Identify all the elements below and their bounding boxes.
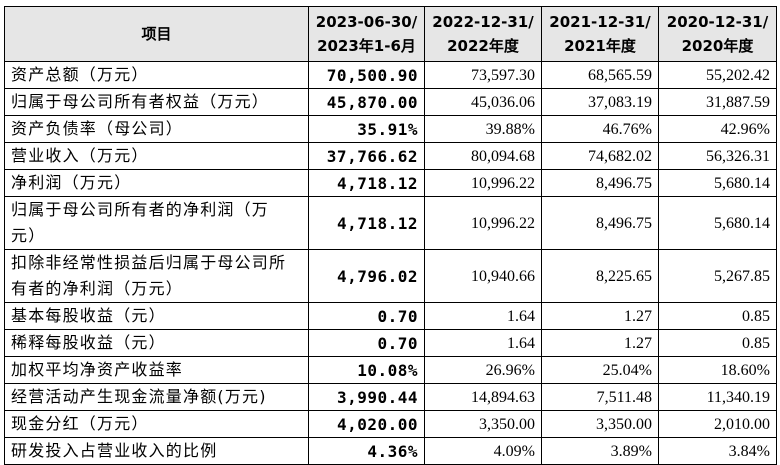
table-row: 净利润（万元） 4,718.12 10,996.22 8,496.75 5,680.14 <box>4 169 777 197</box>
value-cell: 26.96% <box>424 356 542 384</box>
header-line: 2020年度 <box>681 37 754 55</box>
header-line: 2021-12-31/ <box>549 13 651 31</box>
row-label: 加权平均净资产收益率 <box>4 356 309 384</box>
value-cell: 55,202.42 <box>658 61 777 89</box>
value-cell: 37,766.62 <box>308 142 425 170</box>
row-label: 研发投入占营业收入的比例 <box>4 437 309 465</box>
value-cell: 10,996.22 <box>424 196 542 250</box>
value-cell: 14,894.63 <box>424 383 542 411</box>
header-line: 2020-12-31/ <box>666 13 769 31</box>
value-cell: 0.85 <box>658 329 777 357</box>
value-cell: 4,718.12 <box>308 169 425 197</box>
row-label: 资产总额（万元） <box>4 61 309 89</box>
row-label: 资产负债率（母公司） <box>4 115 309 143</box>
header-line: 2022年度 <box>447 37 519 55</box>
row-label: 归属于母公司所有者的净利润（万元） <box>4 196 309 250</box>
value-cell: 7,511.48 <box>541 383 659 411</box>
table-row: 基本每股收益（元） 0.70 1.64 1.27 0.85 <box>4 302 777 330</box>
value-cell: 3,990.44 <box>308 383 425 411</box>
row-label: 稀释每股收益（元） <box>4 329 309 357</box>
header-cell: 2021-12-31/2021年度 <box>541 6 659 62</box>
value-cell: 5,267.85 <box>658 249 777 303</box>
header-line: 项目 <box>141 25 172 43</box>
value-cell: 11,340.19 <box>658 383 777 411</box>
table-row: 扣除非经常性损益后归属于母公司所有者的净利润（万元） 4,796.02 10,940… <box>4 249 777 303</box>
value-cell: 80,094.68 <box>424 142 542 170</box>
value-cell: 4,718.12 <box>308 196 425 250</box>
value-cell: 35.91% <box>308 115 425 143</box>
value-cell: 10.08% <box>308 356 425 384</box>
table-row: 加权平均净资产收益率 10.08% 26.96% 25.04% 18.60% <box>4 356 777 384</box>
value-cell: 1.64 <box>424 329 542 357</box>
value-cell: 3.89% <box>541 437 659 465</box>
row-label: 营业收入（万元） <box>4 142 309 170</box>
header-line: 2021年度 <box>564 37 636 55</box>
table-row: 归属于母公司所有者权益（万元） 45,870.00 45,036.06 37,083.… <box>4 88 777 116</box>
header-line: 2023年1-6月 <box>317 37 416 55</box>
value-cell: 37,083.19 <box>541 88 659 116</box>
header-line: 2023-06-30/ <box>315 13 418 31</box>
value-cell: 3,350.00 <box>541 410 659 438</box>
value-cell: 5,680.14 <box>658 196 777 250</box>
value-cell: 1.64 <box>424 302 542 330</box>
row-label: 现金分红（万元） <box>4 410 309 438</box>
value-cell: 73,597.30 <box>424 61 542 89</box>
header-cell: 项目 <box>4 6 309 62</box>
value-cell: 4.36% <box>308 437 425 465</box>
value-cell: 0.70 <box>308 302 425 330</box>
value-cell: 31,887.59 <box>658 88 777 116</box>
header-line: 2022-12-31/ <box>432 13 534 31</box>
value-cell: 8,496.75 <box>541 196 659 250</box>
value-cell: 70,500.90 <box>308 61 425 89</box>
header-cell: 2023-06-30/2023年1-6月 <box>308 6 425 62</box>
value-cell: 8,496.75 <box>541 169 659 197</box>
value-cell: 4,020.00 <box>308 410 425 438</box>
row-label: 净利润（万元） <box>4 169 309 197</box>
value-cell: 68,565.59 <box>541 61 659 89</box>
value-cell: 25.04% <box>541 356 659 384</box>
header-row: 项目 2023-06-30/2023年1-6月 2022-12-31/2022年度 2… <box>4 6 777 62</box>
row-label: 扣除非经常性损益后归属于母公司所有者的净利润（万元） <box>4 249 309 303</box>
value-cell: 4,796.02 <box>308 249 425 303</box>
value-cell: 18.60% <box>658 356 777 384</box>
value-cell: 45,870.00 <box>308 88 425 116</box>
value-cell: 1.27 <box>541 329 659 357</box>
table-row: 资产总额（万元） 70,500.90 73,597.30 68,565.59 55,20… <box>4 61 777 89</box>
value-cell: 3,350.00 <box>424 410 542 438</box>
table-header: 项目 2023-06-30/2023年1-6月 2022-12-31/2022年度 2… <box>4 6 777 62</box>
table-row: 经营活动产生现金流量净额(万元) 3,990.44 14,894.63 7,511.4… <box>4 383 777 411</box>
value-cell: 1.27 <box>541 302 659 330</box>
table-row: 资产负债率（母公司） 35.91% 39.88% 46.76% 42.96% <box>4 115 777 143</box>
value-cell: 0.70 <box>308 329 425 357</box>
header-cell: 2020-12-31/2020年度 <box>658 6 777 62</box>
row-label: 经营活动产生现金流量净额(万元) <box>4 383 309 411</box>
value-cell: 8,225.65 <box>541 249 659 303</box>
value-cell: 56,326.31 <box>658 142 777 170</box>
financial-table: 项目 2023-06-30/2023年1-6月 2022-12-31/2022年度 2… <box>4 6 777 465</box>
value-cell: 4.09% <box>424 437 542 465</box>
value-cell: 74,682.02 <box>541 142 659 170</box>
table-row: 营业收入（万元） 37,766.62 80,094.68 74,682.02 56,32… <box>4 142 777 170</box>
header-cell: 2022-12-31/2022年度 <box>424 6 542 62</box>
value-cell: 42.96% <box>658 115 777 143</box>
value-cell: 2,010.00 <box>658 410 777 438</box>
value-cell: 46.76% <box>541 115 659 143</box>
table-row: 归属于母公司所有者的净利润（万元） 4,718.12 10,996.22 8,496.… <box>4 196 777 250</box>
value-cell: 10,996.22 <box>424 169 542 197</box>
value-cell: 0.85 <box>658 302 777 330</box>
row-label: 归属于母公司所有者权益（万元） <box>4 88 309 116</box>
value-cell: 3.84% <box>658 437 777 465</box>
table-row: 现金分红（万元） 4,020.00 3,350.00 3,350.00 2,010.00 <box>4 410 777 438</box>
row-label: 基本每股收益（元） <box>4 302 309 330</box>
table-row: 研发投入占营业收入的比例 4.36% 4.09% 3.89% 3.84% <box>4 437 777 465</box>
value-cell: 39.88% <box>424 115 542 143</box>
value-cell: 5,680.14 <box>658 169 777 197</box>
table-body: 资产总额（万元） 70,500.90 73,597.30 68,565.59 55,20… <box>4 61 777 465</box>
table-row: 稀释每股收益（元） 0.70 1.64 1.27 0.85 <box>4 329 777 357</box>
value-cell: 45,036.06 <box>424 88 542 116</box>
value-cell: 10,940.66 <box>424 249 542 303</box>
